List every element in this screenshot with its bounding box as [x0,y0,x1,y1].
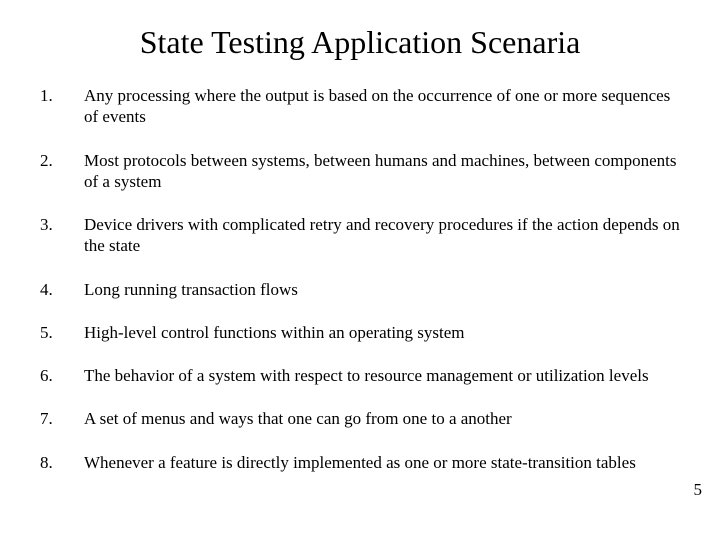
list-item: 6. The behavior of a system with respect… [40,365,680,386]
item-text: Long running transaction flows [84,279,680,300]
slide-title: State Testing Application Scenaria [40,24,680,61]
scenario-list: 1. Any processing where the output is ba… [40,85,680,473]
item-text: High-level control functions within an o… [84,322,680,343]
item-number: 3. [40,214,84,235]
item-text: Device drivers with complicated retry an… [84,214,680,257]
item-text: Any processing where the output is based… [84,85,680,128]
item-number: 8. [40,452,84,473]
item-number: 4. [40,279,84,300]
item-number: 2. [40,150,84,171]
slide: State Testing Application Scenaria 1. An… [0,0,720,540]
item-text: Whenever a feature is directly implement… [84,452,680,473]
page-number: 5 [694,480,703,500]
list-item: 3. Device drivers with complicated retry… [40,214,680,257]
list-item: 8. Whenever a feature is directly implem… [40,452,680,473]
list-item: 5. High-level control functions within a… [40,322,680,343]
list-item: 4. Long running transaction flows [40,279,680,300]
list-item: 2. Most protocols between systems, betwe… [40,150,680,193]
item-number: 7. [40,408,84,429]
list-item: 1. Any processing where the output is ba… [40,85,680,128]
item-number: 6. [40,365,84,386]
item-number: 1. [40,85,84,106]
item-number: 5. [40,322,84,343]
item-text: The behavior of a system with respect to… [84,365,680,386]
item-text: Most protocols between systems, between … [84,150,680,193]
item-text: A set of menus and ways that one can go … [84,408,680,429]
list-item: 7. A set of menus and ways that one can … [40,408,680,429]
